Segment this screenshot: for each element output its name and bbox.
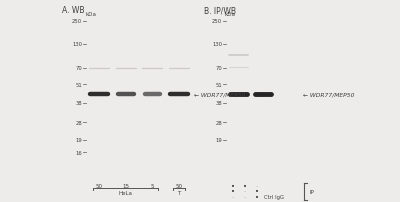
Text: T: T (177, 190, 180, 195)
Text: ·: · (232, 194, 234, 200)
Text: 70: 70 (215, 66, 222, 71)
Text: •: • (231, 188, 235, 195)
Text: IP: IP (310, 189, 315, 194)
Text: 250: 250 (72, 19, 82, 24)
Text: HeLa: HeLa (119, 190, 133, 195)
Text: ← WDR77/MEP50: ← WDR77/MEP50 (303, 92, 354, 97)
Text: 130: 130 (72, 42, 82, 47)
Text: •: • (255, 188, 259, 195)
Text: kDa: kDa (225, 12, 236, 17)
Text: 19: 19 (75, 138, 82, 143)
Text: 19: 19 (215, 138, 222, 143)
Text: •: • (243, 183, 247, 189)
Text: kDa: kDa (85, 12, 96, 17)
Text: 51: 51 (75, 83, 82, 87)
Text: 50: 50 (175, 183, 182, 188)
Text: 38: 38 (75, 101, 82, 106)
Text: 15: 15 (122, 183, 129, 188)
Text: 250: 250 (212, 19, 222, 24)
Text: ·: · (256, 183, 258, 189)
Text: 70: 70 (75, 66, 82, 71)
Text: ·: · (244, 188, 246, 195)
Text: 28: 28 (75, 120, 82, 125)
Text: B. IP/WB: B. IP/WB (204, 6, 236, 15)
Text: •: • (255, 194, 259, 200)
Text: 28: 28 (215, 120, 222, 125)
Text: Ctrl IgG: Ctrl IgG (264, 194, 284, 199)
Text: ← WDR77/MEP50: ← WDR77/MEP50 (194, 92, 246, 97)
Text: ·: · (244, 194, 246, 200)
Text: 38: 38 (215, 101, 222, 106)
Text: 130: 130 (212, 42, 222, 47)
Text: 51: 51 (215, 83, 222, 87)
Text: •: • (231, 183, 235, 189)
Text: 50: 50 (96, 183, 103, 188)
Text: 16: 16 (75, 150, 82, 155)
Text: 5: 5 (150, 183, 154, 188)
Text: A. WB: A. WB (62, 6, 84, 15)
